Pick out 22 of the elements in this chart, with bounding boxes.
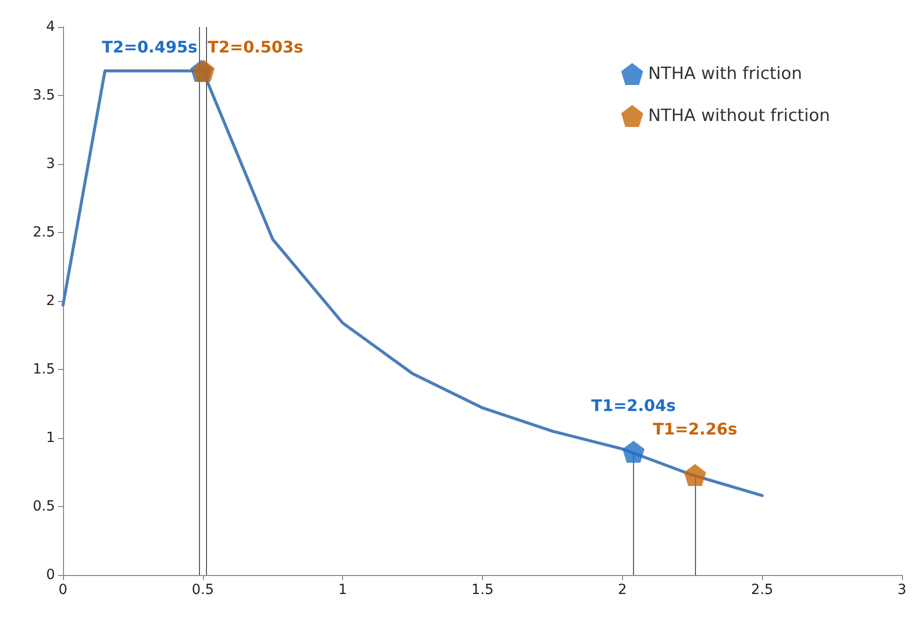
y-tick-label: 4 — [46, 19, 56, 35]
y-tick-label: 0.5 — [32, 498, 55, 514]
x-tick-label: 2.5 — [751, 582, 774, 598]
annotation: T1=2.26s — [652, 419, 738, 438]
y-tick-label: 3.5 — [32, 88, 55, 104]
x-tick-label: 3 — [898, 582, 906, 598]
annotation: T2=0.495s — [102, 37, 198, 56]
legend-label: NTHA without friction — [648, 106, 830, 126]
y-tick-label: 1.5 — [32, 362, 55, 378]
x-tick-label: 2 — [618, 582, 627, 598]
x-tick-label: 0.5 — [192, 582, 214, 598]
legend-label: NTHA with friction — [648, 64, 802, 84]
x-tick-label: 1 — [338, 582, 348, 598]
y-tick-label: 2 — [46, 293, 55, 309]
y-tick-label: 1 — [46, 430, 55, 446]
annotation: T1=2.04s — [591, 396, 676, 416]
x-tick-label: 1.5 — [471, 582, 494, 598]
y-tick-label: 0 — [46, 567, 55, 583]
y-tick-label: 3 — [46, 156, 55, 172]
annotation: T2=0.503s — [208, 37, 304, 56]
y-tick-label: 2.5 — [32, 224, 55, 240]
x-tick-label: 0 — [58, 582, 68, 598]
